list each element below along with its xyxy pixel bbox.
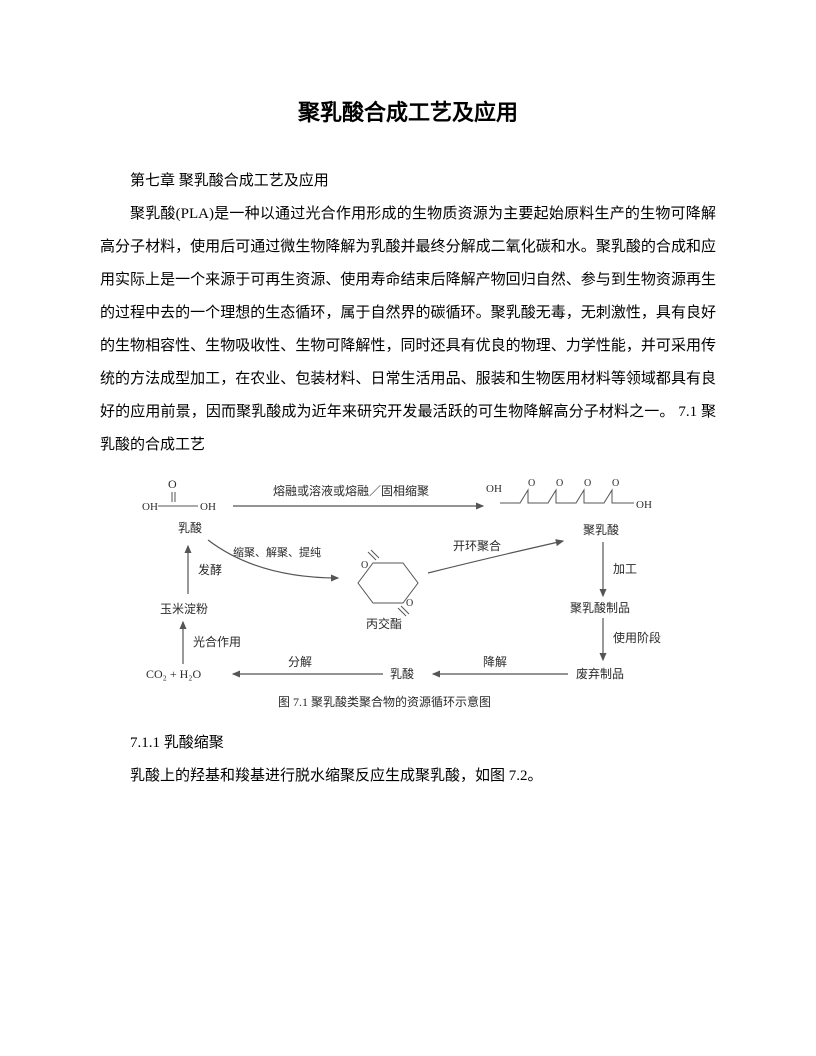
node-pla: 聚乳酸 [583, 522, 619, 537]
formula-pla-o2: O [556, 478, 563, 489]
intro-paragraph: 聚乳酸(PLA)是一种以通过光合作用形成的生物质资源为主要起始原料生产的生物可降… [100, 198, 716, 462]
formula-pla-o1: O [528, 478, 535, 489]
formula-pla-o4: O [612, 478, 619, 489]
edge-photosyn: 光合作用 [193, 634, 241, 649]
figure-caption: 图 7.1 聚乳酸类聚合物的资源循环示意图 [278, 694, 491, 709]
formula-pla-oh: OH [486, 483, 502, 495]
edge-melt-poly: 熔融或溶液或熔融／固相缩聚 [273, 483, 429, 498]
formula-pla-o3: O [584, 478, 591, 489]
edge-decompose: 分解 [288, 655, 312, 669]
node-lactic: 乳酸 [178, 520, 202, 535]
node-lactic2: 乳酸 [390, 666, 414, 681]
chapter-heading: 第七章 聚乳酸合成工艺及应用 [100, 165, 716, 198]
formula-oh-right: OH [200, 501, 216, 513]
node-pla-products: 聚乳酸制品 [570, 600, 630, 615]
section-7-1-1: 7.1.1 乳酸缩聚 [100, 727, 716, 760]
edge-cond-depoly: 缩聚、解聚、提纯 [233, 545, 321, 559]
lactide-o1: O [361, 560, 368, 571]
edge-use-stage: 使用阶段 [613, 630, 661, 645]
node-co2: CO₂ + H₂O [146, 667, 201, 681]
formula-o: O [168, 477, 177, 491]
section-line: 乳酸上的羟基和羧基进行脱水缩聚反应生成聚乳酸，如图 7.2。 [100, 760, 716, 793]
edge-ferment: 发酵 [198, 562, 222, 577]
figure-7-1: O OH OH 乳酸 熔融或溶液或熔融／固相缩聚 OH O O O O OH 聚… [100, 468, 716, 723]
edge-process: 加工 [613, 562, 637, 576]
page-title: 聚乳酸合成工艺及应用 [100, 95, 716, 127]
edge-ring-open: 开环聚合 [453, 538, 501, 553]
edge-degrade: 降解 [483, 655, 507, 669]
lactide-o2: O [406, 598, 413, 609]
formula-oh-left: OH [142, 501, 158, 513]
formula-pla-oh2: OH [636, 499, 652, 511]
node-waste: 废弃制品 [576, 666, 624, 681]
node-starch: 玉米淀粉 [160, 602, 208, 616]
cycle-diagram-svg: O OH OH 乳酸 熔融或溶液或熔融／固相缩聚 OH O O O O OH 聚… [128, 468, 688, 718]
node-lactide: 丙交酯 [366, 616, 402, 631]
